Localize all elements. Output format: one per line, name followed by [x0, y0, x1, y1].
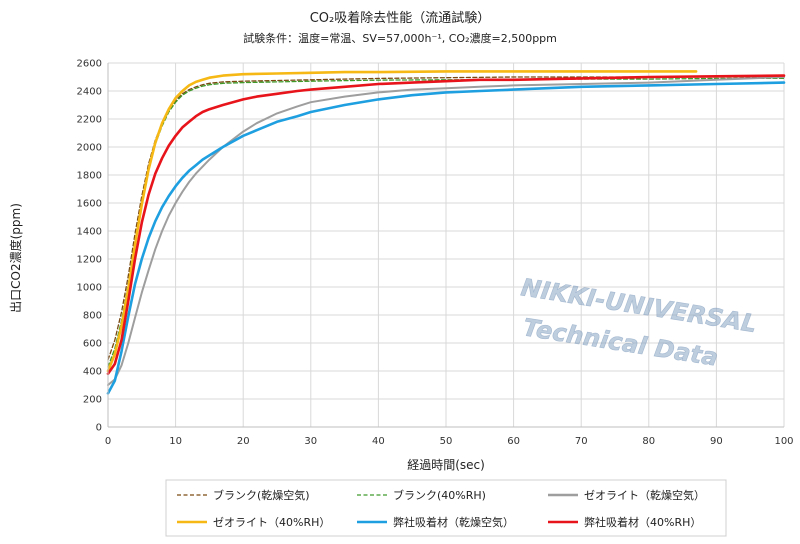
gridlines	[107, 62, 785, 428]
y-tick-label: 600	[83, 339, 102, 350]
y-tick-label: 2400	[77, 87, 102, 98]
y-tick-label: 2600	[77, 59, 102, 70]
y-tick-label: 1000	[77, 283, 102, 294]
y-tick-label: 0	[96, 423, 102, 434]
x-tick-labels: 0 10 20 30 40 50 60 70 80 90 100	[105, 436, 794, 447]
x-tick-label: 40	[372, 436, 385, 447]
x-tick-label: 30	[304, 436, 317, 447]
x-tick-label: 80	[642, 436, 655, 447]
legend-label-4: ゼオライト（40%RH）	[213, 516, 330, 529]
legend-label-1: ブランク(乾燥空気)	[213, 488, 310, 502]
y-tick-label: 2200	[77, 115, 102, 126]
y-axis-title: 出口CO2濃度(ppm)	[8, 203, 23, 313]
x-tick-label: 70	[575, 436, 588, 447]
y-tick-label: 200	[83, 395, 102, 406]
y-tick-label: 2000	[77, 143, 102, 154]
legend-label-5: 弊社吸着材（乾燥空気）	[393, 515, 514, 529]
x-tick-label: 100	[774, 436, 793, 447]
y-tick-label: 1200	[77, 255, 102, 266]
x-tick-label: 90	[710, 436, 723, 447]
y-tick-label: 800	[83, 311, 102, 322]
legend-label-2: ブランク(40%RH)	[393, 488, 486, 502]
series-line-5	[106, 81, 786, 395]
y-tick-label: 1600	[77, 199, 102, 210]
x-tick-label: 0	[105, 436, 111, 447]
axes	[107, 63, 784, 428]
chart-subtitle: 試験条件：温度=常温、SV=57,000h⁻¹, CO₂濃度=2,500ppm	[243, 31, 557, 45]
series-line-1	[107, 76, 785, 361]
series-lines	[106, 70, 786, 395]
x-axis-title: 経過時間(sec)	[407, 458, 485, 472]
y-tick-label: 400	[83, 367, 102, 378]
chart-title: CO₂吸着除去性能（流通試験）	[310, 10, 491, 26]
series-line-4	[106, 70, 698, 373]
y-tick-label: 1800	[77, 171, 102, 182]
series-line-3	[107, 76, 785, 386]
legend-box	[165, 479, 727, 537]
x-tick-label: 10	[169, 436, 182, 447]
legend-label-6: 弊社吸着材（40%RH）	[584, 515, 701, 529]
x-tick-label: 50	[440, 436, 453, 447]
x-tick-label: 20	[237, 436, 250, 447]
y-tick-label: 1400	[77, 227, 102, 238]
legend: ブランク(乾燥空気) ブランク(40%RH) ゼオライト（乾燥空気） ゼオライト（40…	[165, 479, 727, 537]
series-line-6	[106, 74, 786, 376]
legend-label-3: ゼオライト（乾燥空気）	[584, 488, 705, 502]
y-tick-labels: 0 200 400 600 800 1000 1200 1400 1600 1800 2000 220…	[77, 59, 102, 434]
x-tick-label: 60	[507, 436, 520, 447]
